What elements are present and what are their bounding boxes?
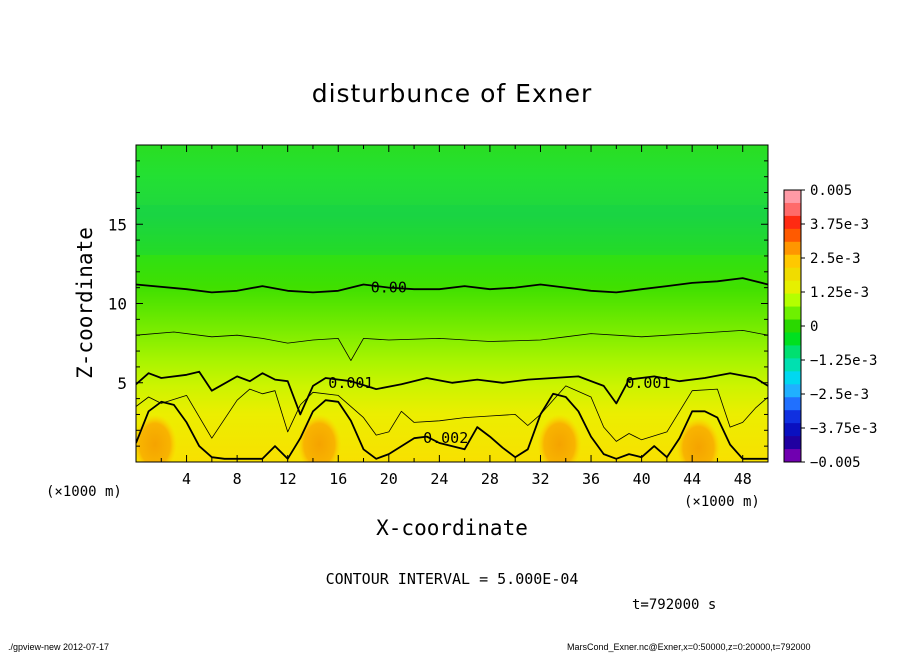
colorbar-swatch <box>784 358 801 372</box>
colorbar-swatch <box>784 332 801 346</box>
contour-line <box>136 277 768 294</box>
colorbar-swatch <box>784 306 801 321</box>
x-tick-label: 44 <box>683 470 701 488</box>
time-label: t=792000 s <box>632 597 716 613</box>
x-axis-title: X-coordinate <box>376 516 528 540</box>
colorbar-swatch <box>784 397 801 411</box>
x-tick-label: 32 <box>531 470 549 488</box>
colorbar-swatch <box>784 345 801 359</box>
colorbar-swatch <box>784 293 801 308</box>
warm-spot <box>537 411 582 462</box>
colorbar-swatch <box>784 371 801 385</box>
colorbar-swatch <box>784 436 801 450</box>
contour-label: 0.001 <box>625 374 670 392</box>
colorbar-swatch <box>784 215 801 230</box>
warm-spot <box>297 411 342 462</box>
x-tick-label: 28 <box>481 470 499 488</box>
x-unit-label: (×1000 m) <box>46 484 122 500</box>
contour-label: 0.001 <box>328 374 373 392</box>
colorbar-swatch <box>784 202 801 217</box>
x-tick-label: 4 <box>182 470 191 488</box>
colorbar-swatch <box>784 319 801 333</box>
colorbar-swatch <box>784 384 801 398</box>
warm-spot <box>136 411 177 462</box>
x-tick-label: 48 <box>734 470 752 488</box>
y-tick-label: 5 <box>117 374 127 393</box>
colorbar-swatch <box>784 228 801 243</box>
contour-line <box>136 385 768 442</box>
colorbar-label: −3.75e-3 <box>810 421 877 437</box>
y-tick-label: 10 <box>108 295 127 314</box>
x-tick-label: 16 <box>329 470 347 488</box>
colorbar-label: 2.5e-3 <box>810 251 861 267</box>
warm-spot <box>676 414 721 462</box>
contour-line <box>136 329 768 362</box>
x-tick-label: 40 <box>633 470 651 488</box>
x-tick-label: 24 <box>430 470 448 488</box>
x-tick-label: 36 <box>582 470 600 488</box>
colorbar-label: 0.005 <box>810 183 852 199</box>
x-tick-label: 8 <box>233 470 242 488</box>
colorbar-label: −1.25e-3 <box>810 353 877 369</box>
contour-line <box>136 370 768 416</box>
colorbar-swatch <box>784 254 801 269</box>
chart-title: disturbunce of Exner <box>312 79 593 108</box>
colorbar-swatch <box>784 267 801 282</box>
colorbar-label: 1.25e-3 <box>810 285 869 301</box>
colorbar-swatch <box>784 410 801 424</box>
footer-left: ./gpview-new 2012-07-17 <box>8 642 110 652</box>
y-axis-title: Z-coordinate <box>73 227 97 379</box>
footer-right: MarsCond_Exner.nc@Exner,x=0:50000,z=0:20… <box>567 642 811 652</box>
light-band <box>136 205 768 255</box>
x-tick-label: 12 <box>279 470 297 488</box>
colorbar-label: −2.5e-3 <box>810 387 869 403</box>
colorbar-label: 3.75e-3 <box>810 217 869 233</box>
colorbar-swatch <box>784 423 801 437</box>
contour-label: 0.00 <box>371 279 407 297</box>
x-tick-label: 20 <box>380 470 398 488</box>
contour-label: 0.002 <box>423 429 468 447</box>
y-tick-label: 15 <box>108 215 127 234</box>
colorbar-label: 0 <box>810 319 818 335</box>
contour-interval-note: CONTOUR INTERVAL = 5.000E-04 <box>326 570 579 588</box>
colorbar-swatch <box>784 280 801 295</box>
colorbar-swatch <box>784 190 801 204</box>
colorbar-label: −0.005 <box>810 455 861 471</box>
field-background <box>136 145 768 462</box>
contour-line <box>136 392 768 460</box>
x-unit-right-label: (×1000 m) <box>684 494 760 510</box>
colorbar-swatch <box>784 241 801 256</box>
colorbar-swatch <box>784 449 801 463</box>
